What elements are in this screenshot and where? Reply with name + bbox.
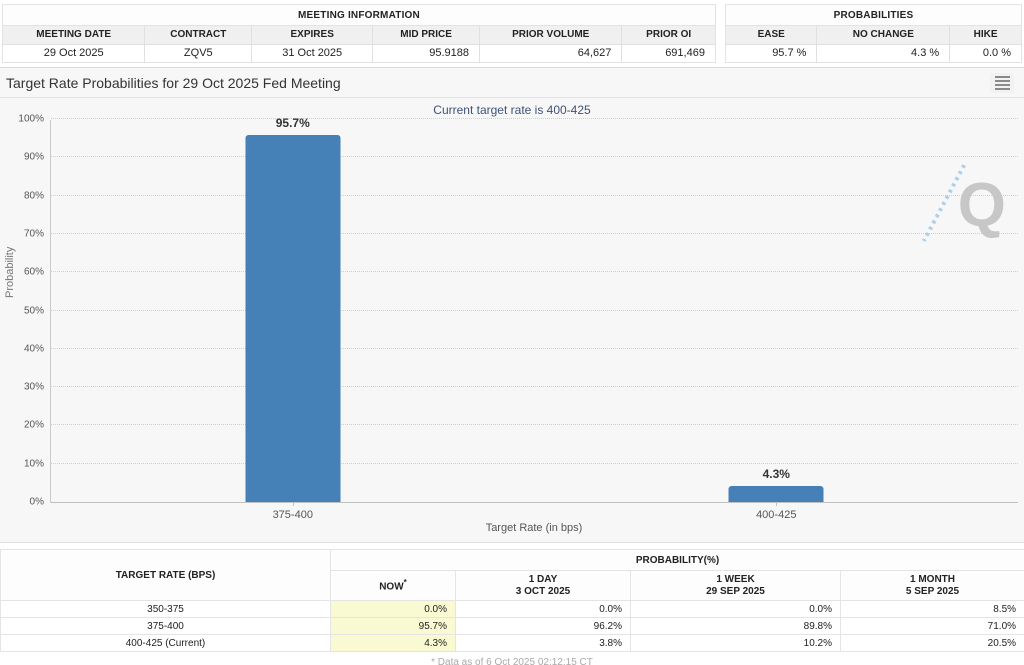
y-tick-label: 0% (29, 496, 44, 508)
target-rate-bps-header: TARGET RATE (BPS) (0, 549, 331, 601)
y-tick-label: 80% (23, 190, 44, 202)
one-week-cell: 0.0% (630, 600, 841, 618)
y-tick-label: 90% (23, 151, 44, 163)
gridline (51, 271, 1018, 273)
gridline (51, 347, 1018, 349)
gridline (51, 194, 1018, 196)
meeting-date-header: MEETING DATE (3, 26, 146, 44)
now-cell: 95.7% (330, 617, 456, 635)
one-month-cell: 20.5% (839, 634, 1024, 652)
no-change-value: 4.3 % (817, 45, 951, 62)
ease-value: 95.7 % (726, 45, 818, 62)
meeting-date-value: 29 Oct 2025 (3, 45, 146, 62)
target-rate-chart-panel: Target Rate Probabilities for 29 Oct 202… (0, 67, 1024, 543)
bar-data-label: 95.7% (275, 116, 310, 131)
one-day-cell: 0.0% (455, 600, 631, 618)
rate-cell: 350-375 (0, 600, 331, 618)
y-tick-label: 40% (23, 343, 44, 355)
probabilities-summary-table: PROBABILITIES EASE NO CHANGE HIKE 95.7 %… (725, 4, 1022, 63)
probabilities-title: PROBABILITIES (726, 5, 1021, 26)
meeting-information-header-row: MEETING DATE CONTRACT EXPIRES MID PRICE … (3, 26, 715, 45)
y-tick-label: 10% (23, 458, 44, 470)
mid-price-header: MID PRICE (373, 26, 481, 44)
rate-cell: 375-400 (0, 617, 331, 635)
contract-header: CONTRACT (145, 26, 253, 44)
prior-volume-header: PRIOR VOLUME (480, 26, 623, 44)
expires-value: 31 Oct 2025 (252, 45, 374, 62)
hike-value: 0.0 % (982, 47, 1011, 59)
prior-oi-header: PRIOR OI (646, 29, 692, 40)
probabilities-value-row: 95.7 % 4.3 % 0.0 % (726, 45, 1021, 62)
probability-history-table: TARGET RATE (BPS) PROBABILITY(%) NOW* 1 … (0, 549, 1024, 652)
x-axis-title: Target Rate (in bps) (485, 522, 583, 534)
table-row: 350-375 0.0% 0.0% 0.0% 8.5% (0, 600, 1024, 618)
y-tick-label: 50% (23, 305, 44, 316)
probability-history-section: TARGET RATE (BPS) PROBABILITY(%) NOW* 1 … (0, 549, 1024, 665)
no-change-header: NO CHANGE (817, 26, 951, 44)
probability-group-header: PROBABILITY(%) (329, 549, 1024, 571)
mid-price-value: 95.9188 (373, 45, 481, 62)
gridline (51, 156, 1018, 158)
one-month-column-header: 1 MONTH 5 SEP 2025 (839, 570, 1024, 601)
y-tick-label: 70% (23, 228, 44, 240)
gridline (51, 424, 1018, 426)
contract-value: ZQV5 (145, 45, 253, 62)
x-category-label: 375-400 (272, 509, 313, 521)
hike-header: HIKE (973, 29, 998, 40)
now-cell: 0.0% (330, 600, 456, 618)
chart-subtitle: Current target rate is 400-425 (433, 103, 591, 117)
y-tick-label: 100% (18, 113, 44, 125)
prior-volume-value: 64,627 (480, 45, 623, 62)
chart-body: Probability 0% 10% 20% 30% 40% 50% 60% 70% 80% 90… (0, 114, 1024, 542)
one-week-cell: 89.8% (630, 617, 841, 635)
one-month-cell: 71.0% (839, 617, 1024, 635)
chart-title: Target Rate Probabilities for 29 Oct 202… (6, 74, 341, 91)
table-row: 375-400 95.7% 96.2% 89.8% 71.0% (0, 617, 1024, 635)
gridline (51, 118, 1018, 119)
one-day-cell: 96.2% (455, 617, 631, 635)
chart-menu-icon[interactable] (990, 72, 1014, 93)
chart-plot-area: 0% 10% 20% 30% 40% 50% 60% 70% 80% 90% 100% 95.7% 37… (18, 114, 1018, 521)
gridline (51, 462, 1018, 464)
table-row: 400-425 (Current) 4.3% 3.8% 10.2% 20.5% (0, 634, 1024, 652)
y-axis-title: Probability (4, 246, 16, 298)
rate-cell: 400-425 (Current) (0, 634, 331, 652)
bar-data-label: 4.3% (762, 466, 790, 481)
gridline (51, 309, 1018, 311)
one-week-cell: 10.2% (630, 634, 841, 652)
top-summary-strip: MEETING INFORMATION MEETING DATE CONTRAC… (0, 0, 1024, 63)
ease-header: EASE (726, 26, 818, 44)
meeting-information-title: MEETING INFORMATION (3, 5, 715, 26)
expires-header: EXPIRES (252, 26, 374, 44)
chart-header: Target Rate Probabilities for 29 Oct 202… (0, 68, 1024, 98)
one-week-column-header: 1 WEEK 29 SEP 2025 (630, 570, 841, 601)
meeting-information-value-row: 29 Oct 2025 ZQV5 31 Oct 2025 95.9188 64,… (3, 45, 715, 62)
y-tick-label: 30% (23, 381, 44, 393)
x-tick-mark (292, 502, 294, 506)
meeting-information-table: MEETING INFORMATION MEETING DATE CONTRAC… (2, 4, 716, 63)
data-as-of-note: * Data as of 6 Oct 2025 02:12:15 CT (431, 657, 593, 665)
one-day-cell: 3.8% (455, 634, 631, 652)
x-tick-mark (776, 502, 778, 506)
x-category-label: 400-425 (756, 509, 797, 521)
one-day-column-header: 1 DAY 3 OCT 2025 (455, 570, 631, 601)
one-month-cell: 8.5% (839, 600, 1024, 618)
y-tick-label: 20% (23, 419, 44, 431)
chart-bar-400-425[interactable] (728, 485, 824, 502)
now-cell: 4.3% (330, 634, 456, 652)
prior-oi-value: 691,469 (665, 47, 705, 59)
y-tick-label: 60% (23, 266, 44, 278)
probabilities-header-row: EASE NO CHANGE HIKE (726, 26, 1021, 45)
quikstrike-q-watermark-icon: Q (922, 164, 1006, 246)
chart-bar-375-400[interactable] (245, 135, 341, 502)
gridline (51, 232, 1018, 234)
now-column-header: NOW* (330, 570, 456, 601)
gridline (51, 386, 1018, 388)
